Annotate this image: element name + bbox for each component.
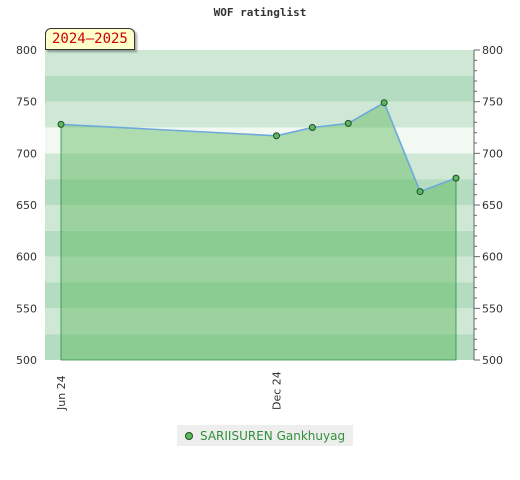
background-band xyxy=(45,282,474,309)
x-tick-label: Jun 24 xyxy=(55,375,68,411)
background-band xyxy=(45,75,474,102)
y-tick-label-left: 650 xyxy=(16,199,37,212)
background-bands xyxy=(45,50,474,360)
y-tick-label-right: 650 xyxy=(482,199,503,212)
marker-layer xyxy=(57,99,460,196)
y-tick-label-left: 500 xyxy=(16,354,37,367)
background-band xyxy=(45,101,474,128)
background-band xyxy=(45,179,474,205)
background-band xyxy=(45,334,474,360)
data-point xyxy=(272,132,280,140)
series-area xyxy=(60,102,457,361)
y-tick-label-right: 550 xyxy=(482,302,503,315)
data-point xyxy=(344,119,352,127)
data-point xyxy=(416,188,424,196)
background-band xyxy=(45,308,474,335)
y-tick-label-left: 800 xyxy=(16,44,37,57)
season-badge: 2024–2025 xyxy=(45,28,135,50)
data-point xyxy=(380,99,388,107)
background-band xyxy=(45,153,474,180)
chart-title: WOF ratinglist xyxy=(213,6,307,19)
area-layer xyxy=(60,102,457,361)
background-band xyxy=(45,205,474,231)
y-tick-label-right: 750 xyxy=(482,96,503,109)
x-axis: Jun 24 Dec 24 xyxy=(55,371,283,411)
data-point xyxy=(308,124,316,131)
data-point xyxy=(452,174,460,182)
y-tick-label-right: 800 xyxy=(482,44,503,57)
y-tick-label-right: 500 xyxy=(482,354,503,367)
y-tick-label-right: 700 xyxy=(482,147,503,160)
left-axis: 500 550 600 650 700 750 800 xyxy=(16,44,37,367)
x-tick-label: Dec 24 xyxy=(270,371,283,410)
legend[interactable]: SARIISUREN Gankhuyag xyxy=(177,425,354,446)
y-tick-label-right: 600 xyxy=(482,251,503,264)
y-tick-label-left: 750 xyxy=(16,96,37,109)
y-tick-label-left: 700 xyxy=(16,147,37,160)
background-band xyxy=(45,230,474,257)
right-axis: 500 550 600 650 700 750 800 xyxy=(473,44,503,367)
background-band xyxy=(45,50,474,76)
y-tick-label-left: 550 xyxy=(16,302,37,315)
data-point xyxy=(57,120,65,128)
y-tick-label-left: 600 xyxy=(16,251,37,264)
background-band xyxy=(45,256,474,283)
legend-series-label[interactable]: SARIISUREN Gankhuyag xyxy=(200,428,346,443)
legend-marker-icon xyxy=(185,431,193,440)
